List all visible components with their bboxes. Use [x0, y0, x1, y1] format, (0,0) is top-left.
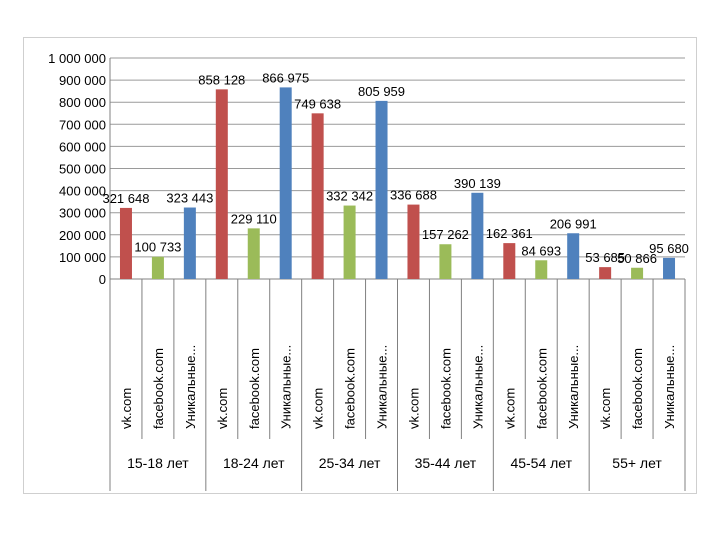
bar: [151, 256, 164, 279]
category-label: facebook.com: [247, 348, 262, 429]
group-label: 35-44 лет: [415, 455, 477, 471]
y-tick-label: 300 000: [59, 206, 106, 221]
category-label: vk.com: [598, 388, 613, 429]
y-tick-label: 100 000: [59, 250, 106, 265]
category-label: vk.com: [406, 388, 421, 429]
category-label: facebook.com: [534, 348, 549, 429]
y-tick-label: 700 000: [59, 117, 106, 132]
category-label: Уникальные...: [375, 345, 390, 429]
category-label: Уникальные...: [183, 345, 198, 429]
data-label: 50 866: [617, 251, 657, 266]
data-label: 805 959: [358, 84, 405, 99]
data-label: 390 139: [454, 176, 501, 191]
bar: [311, 113, 324, 279]
bar: [663, 257, 676, 279]
bar: [183, 207, 196, 279]
y-tick-label: 1 000 000: [48, 51, 106, 66]
bar: [343, 205, 356, 279]
group-label: 25-34 лет: [319, 455, 381, 471]
category-label: facebook.com: [630, 348, 645, 429]
category-label: vk.com: [311, 388, 326, 429]
y-tick-label: 0: [99, 272, 106, 287]
bar: [535, 260, 548, 279]
data-label: 53 685: [585, 250, 625, 265]
bar: [119, 207, 132, 279]
category-label: Уникальные...: [662, 345, 677, 429]
category-label: Уникальные...: [470, 345, 485, 429]
y-tick-label: 200 000: [59, 228, 106, 243]
y-tick-label: 600 000: [59, 139, 106, 154]
category-label: facebook.com: [343, 348, 358, 429]
category-label: vk.com: [119, 388, 134, 429]
chart-frame: 0 100 000 200 000 300 000 400 000 500 000 600 …: [23, 37, 697, 494]
data-label: 100 733: [134, 240, 181, 255]
data-label: 321 648: [102, 191, 149, 206]
category-label: vk.com: [502, 388, 517, 429]
category-label: Уникальные...: [566, 345, 581, 429]
category-label: Уникальные...: [279, 345, 294, 429]
bar: [471, 192, 484, 279]
group-label: 15-18 лет: [127, 455, 189, 471]
y-tick-label: 800 000: [59, 95, 106, 110]
data-label: 95 680: [649, 241, 689, 256]
y-tick-label: 400 000: [59, 184, 106, 199]
group-label: 45-54 лет: [510, 455, 572, 471]
bar: [439, 244, 452, 279]
bar: [279, 87, 292, 279]
category-label: vk.com: [215, 388, 230, 429]
bar: [599, 267, 612, 279]
bar: [247, 228, 260, 279]
category-label: facebook.com: [438, 348, 453, 429]
bar: [215, 89, 228, 279]
bar: [375, 100, 388, 279]
data-label: 323 443: [166, 191, 213, 206]
bar: [567, 233, 580, 279]
bar: [407, 204, 420, 279]
data-label: 858 128: [198, 72, 245, 87]
bar-chart: 0 100 000 200 000 300 000 400 000 500 000 600 …: [48, 51, 689, 491]
bar: [631, 267, 644, 279]
group-label: 55+ лет: [612, 455, 662, 471]
data-label: 336 688: [390, 188, 437, 203]
data-label: 749 638: [294, 96, 341, 111]
data-label: 84 693: [521, 243, 561, 258]
group-label: 18-24 лет: [223, 455, 285, 471]
data-label: 229 110: [231, 211, 277, 226]
data-label: 162 361: [486, 226, 533, 241]
bar: [503, 243, 516, 279]
category-label: facebook.com: [151, 348, 166, 429]
data-label: 157 262: [422, 227, 469, 242]
data-label: 206 991: [550, 216, 597, 231]
data-label: 866 975: [262, 70, 309, 85]
y-tick-label: 500 000: [59, 162, 106, 177]
data-label: 332 342: [326, 189, 373, 204]
y-tick-label: 900 000: [59, 73, 106, 88]
